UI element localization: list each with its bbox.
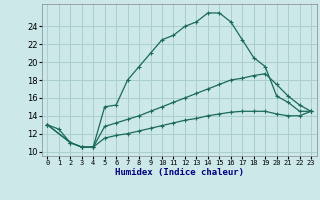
X-axis label: Humidex (Indice chaleur): Humidex (Indice chaleur): [115, 168, 244, 177]
